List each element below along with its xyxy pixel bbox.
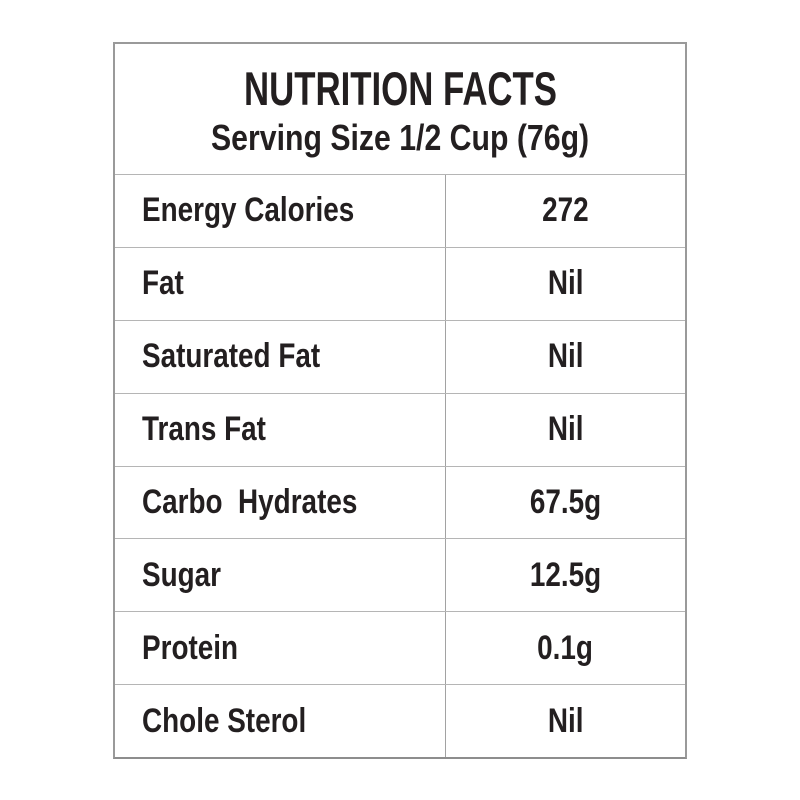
table-header: NUTRITION FACTS Serving Size 1/2 Cup (76…: [115, 44, 685, 175]
nutrient-label-cell: Fat: [115, 247, 446, 320]
nutrient-label: Fat: [142, 264, 184, 303]
table-row-energy-calories: Energy Calories 272: [115, 175, 685, 248]
table-row-protein: Protein 0.1g: [115, 612, 685, 686]
nutrient-label-cell: Carbo Hydrates: [115, 466, 446, 539]
nutrient-label: Sugar: [142, 555, 222, 594]
nutrient-rows: Energy Calories 272 Fat Nil Saturated Fa…: [115, 175, 685, 757]
nutrient-label: Energy Calories: [142, 191, 355, 230]
nutrient-value-cell: 67.5g: [446, 467, 685, 539]
nutrient-value: Nil: [547, 264, 584, 303]
table-row-fat: Fat Nil: [115, 247, 685, 321]
nutrient-label: Carbo Hydrates: [142, 482, 358, 521]
nutrient-label-cell: Energy Calories: [115, 175, 446, 247]
table-row-cholesterol: Chole Sterol Nil: [115, 685, 685, 757]
nutrient-label-cell: Saturated Fat: [115, 320, 446, 393]
nutrient-value-cell: Nil: [446, 685, 685, 757]
nutrient-value: Nil: [547, 410, 584, 449]
table-row-carbohydrates: Carbo Hydrates 67.5g: [115, 466, 685, 540]
nutrient-value-cell: Nil: [446, 321, 685, 393]
nutrient-value-cell: Nil: [446, 248, 685, 320]
nutrient-label: Chole Sterol: [142, 701, 307, 740]
nutrient-value: Nil: [547, 701, 584, 740]
nutrient-label-cell: Sugar: [115, 539, 446, 612]
nutrient-value: 0.1g: [537, 628, 594, 667]
nutrient-value: 67.5g: [529, 482, 602, 521]
nutrient-value: 272: [542, 191, 589, 230]
nutrient-value-cell: 12.5g: [446, 539, 685, 611]
nutrition-facts-table: NUTRITION FACTS Serving Size 1/2 Cup (76…: [113, 42, 687, 759]
table-row-saturated-fat: Saturated Fat Nil: [115, 320, 685, 394]
nutrient-value-cell: 0.1g: [446, 612, 685, 684]
nutrient-value-cell: Nil: [446, 394, 685, 466]
nutrient-value: Nil: [547, 337, 584, 376]
nutrient-label: Protein: [142, 628, 239, 667]
serving-size-subtitle: Serving Size 1/2 Cup (76g): [210, 116, 590, 158]
nutrient-label-cell: Trans Fat: [115, 393, 446, 466]
table-title: NUTRITION FACTS: [243, 61, 557, 115]
table-row-sugar: Sugar 12.5g: [115, 539, 685, 613]
nutrient-label: Saturated Fat: [142, 337, 321, 376]
nutrient-label-cell: Protein: [115, 612, 446, 685]
table-row-trans-fat: Trans Fat Nil: [115, 393, 685, 467]
nutrient-label-cell: Chole Sterol: [115, 685, 446, 757]
nutrient-label: Trans Fat: [142, 410, 266, 449]
nutrient-value-cell: 272: [446, 175, 685, 247]
nutrient-value: 12.5g: [529, 555, 602, 594]
